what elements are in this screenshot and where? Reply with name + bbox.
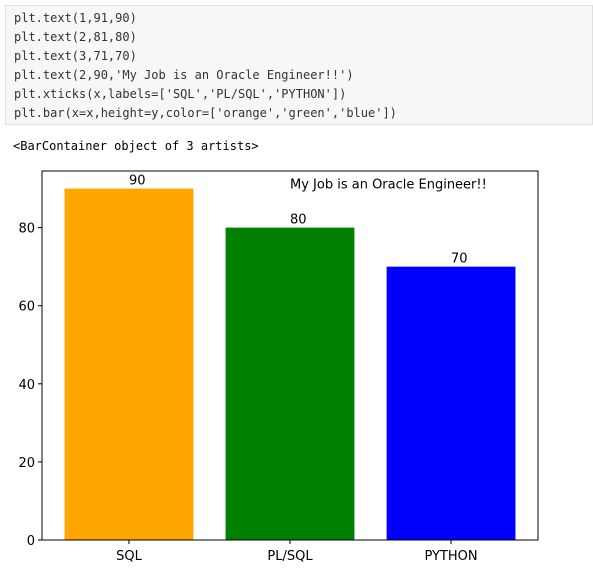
value-label: 90 <box>129 174 146 189</box>
output-text: <BarContainer object of 3 artists> <box>13 139 259 153</box>
y-tick-label: 20 <box>18 456 35 471</box>
x-tick-label: PL/SQL <box>267 549 313 564</box>
code-line: plt.text(2,90,'My Job is an Oracle Engin… <box>14 68 354 82</box>
value-label: 80 <box>290 213 307 228</box>
code-cell: plt.text(1,91,90) plt.text(2,81,80) plt.te… <box>5 5 593 125</box>
bar <box>225 227 355 540</box>
bar <box>64 188 194 541</box>
y-tick-label: 0 <box>27 534 35 549</box>
x-tick-label: PYTHON <box>424 549 477 564</box>
code-line: plt.text(1,91,90) <box>14 11 137 25</box>
code-line: plt.xticks(x,labels=['SQL','PL/SQL','PYT… <box>14 87 347 101</box>
y-tick-label: 40 <box>18 378 35 393</box>
code-line: plt.bar(x=x,height=y,color=['orange','gr… <box>14 106 397 120</box>
x-tick-label: SQL <box>116 549 142 564</box>
y-tick-label: 60 <box>18 300 35 315</box>
bar <box>386 266 516 540</box>
code-line: plt.text(3,71,70) <box>14 49 137 63</box>
code-line: plt.text(2,81,80) <box>14 30 137 44</box>
value-label: 70 <box>451 252 468 267</box>
y-tick-label: 80 <box>18 222 35 237</box>
annotation: My Job is an Oracle Engineer!! <box>290 178 487 193</box>
